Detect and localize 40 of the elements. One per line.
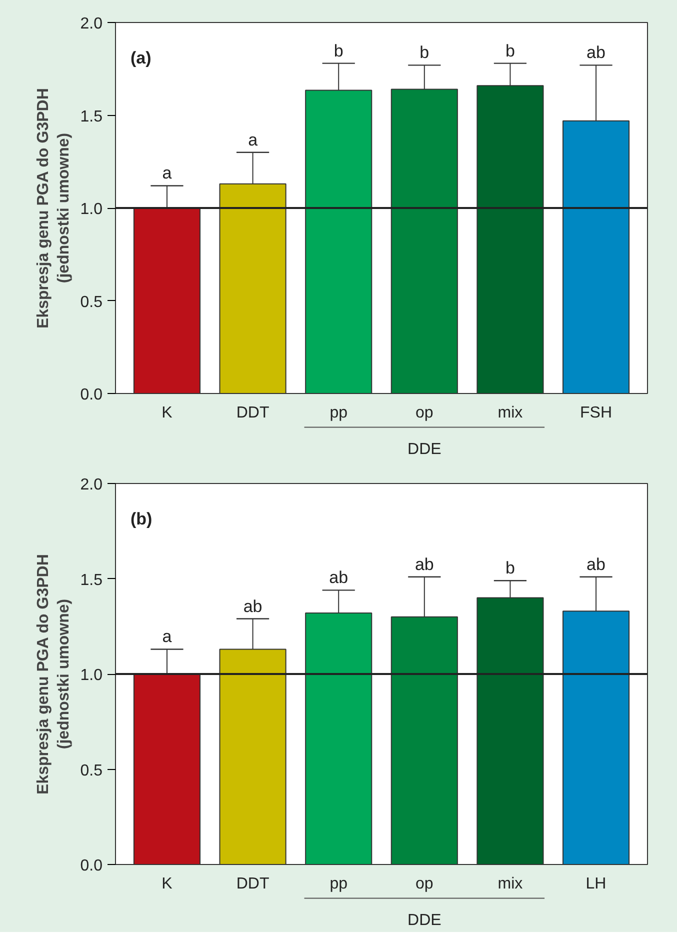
annotation: ab (329, 568, 348, 588)
annotation: b (505, 558, 515, 578)
x-tick-label: op (416, 404, 434, 422)
x-tick-label: K (162, 876, 173, 892)
x-tick-label: pp (330, 404, 348, 422)
x-tick-label: mix (498, 404, 523, 422)
x-tick-label: pp (330, 876, 348, 892)
y-tick-label: 0.0 (80, 858, 103, 874)
y-tick-label: 0.5 (80, 762, 103, 780)
annotation: (b) (130, 510, 152, 528)
annotation: b (334, 41, 344, 60)
annotation: ab (243, 596, 262, 616)
x-tick-label: mix (498, 876, 523, 892)
annotation: b (505, 41, 515, 60)
annotation: ab (414, 554, 434, 574)
annotation: ab (586, 554, 606, 574)
y-tick-label: 1.5 (80, 572, 103, 589)
x-tick-label: FSH (580, 404, 612, 422)
annotation: b (420, 43, 430, 62)
y-axis-title: Ekspresja genu PGA do G3PDH (jednostki umowne) (34, 554, 72, 794)
x-tick-label: op (416, 876, 434, 892)
y-tick-label: 1.0 (80, 201, 103, 218)
annotation: a (162, 164, 172, 183)
annotation: (a) (130, 48, 152, 68)
y-tick-label: 1.0 (80, 667, 103, 684)
annotation: a (248, 130, 258, 150)
x-tick-label: K (162, 404, 173, 422)
x-tick-label: DDT (236, 876, 270, 892)
y-tick-label: 1.5 (80, 108, 103, 126)
annotation: ab (586, 43, 606, 62)
x-tick-label: DDT (236, 404, 270, 422)
x-tick-label: LH (586, 876, 606, 892)
y-axis-title: Ekspresja genu PGA do G3PDH (jednostki umowne) (34, 88, 72, 328)
annotation: a (162, 627, 172, 646)
text: DDE (408, 912, 442, 929)
y-tick-label: 0.0 (80, 386, 103, 404)
y-tick-label: 2.0 (80, 476, 103, 494)
y-tick-label: 0.5 (80, 294, 103, 311)
text: DDE (408, 440, 442, 458)
y-tick-label: 2.0 (80, 16, 103, 32)
